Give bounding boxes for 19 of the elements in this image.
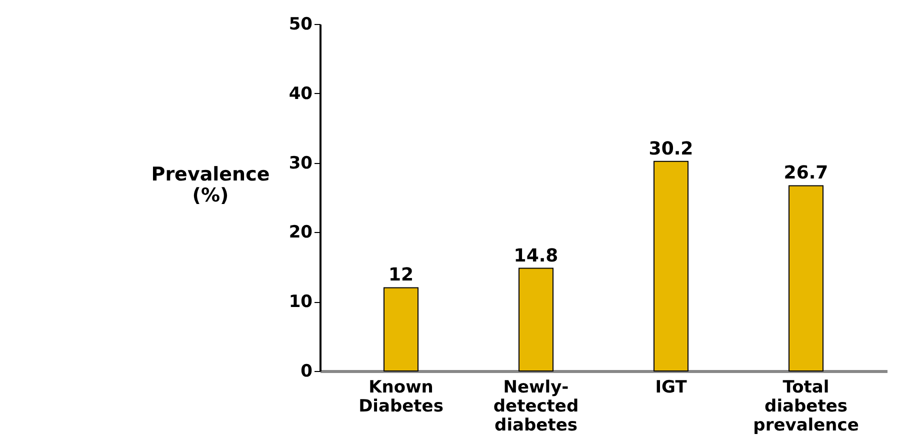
y-tick-label: 20 [288, 222, 313, 243]
x-tick-label: Known Diabetes [358, 378, 444, 416]
data-label: 30.2 [648, 138, 694, 160]
y-tick-label: 50 [288, 14, 313, 34]
y-tick-label: 0 [300, 362, 313, 382]
x-tick-label: Newly-detected diabetes [493, 378, 579, 436]
data-label: 12 [388, 264, 414, 286]
bar [518, 268, 554, 372]
y-tick-label: 30 [288, 153, 313, 174]
bar [653, 160, 689, 372]
x-tick-label: IGT [655, 378, 688, 398]
y-tick-label: 40 [288, 84, 313, 104]
y-axis-title: Prevalence (%) [151, 164, 270, 206]
bar [383, 287, 419, 372]
data-label: 14.8 [514, 245, 558, 266]
y-tick-label: 10 [288, 292, 313, 312]
x-tick-label: Total diabetes prevalence [753, 378, 859, 436]
bar [788, 185, 824, 372]
data-label: 26.7 [784, 162, 828, 184]
